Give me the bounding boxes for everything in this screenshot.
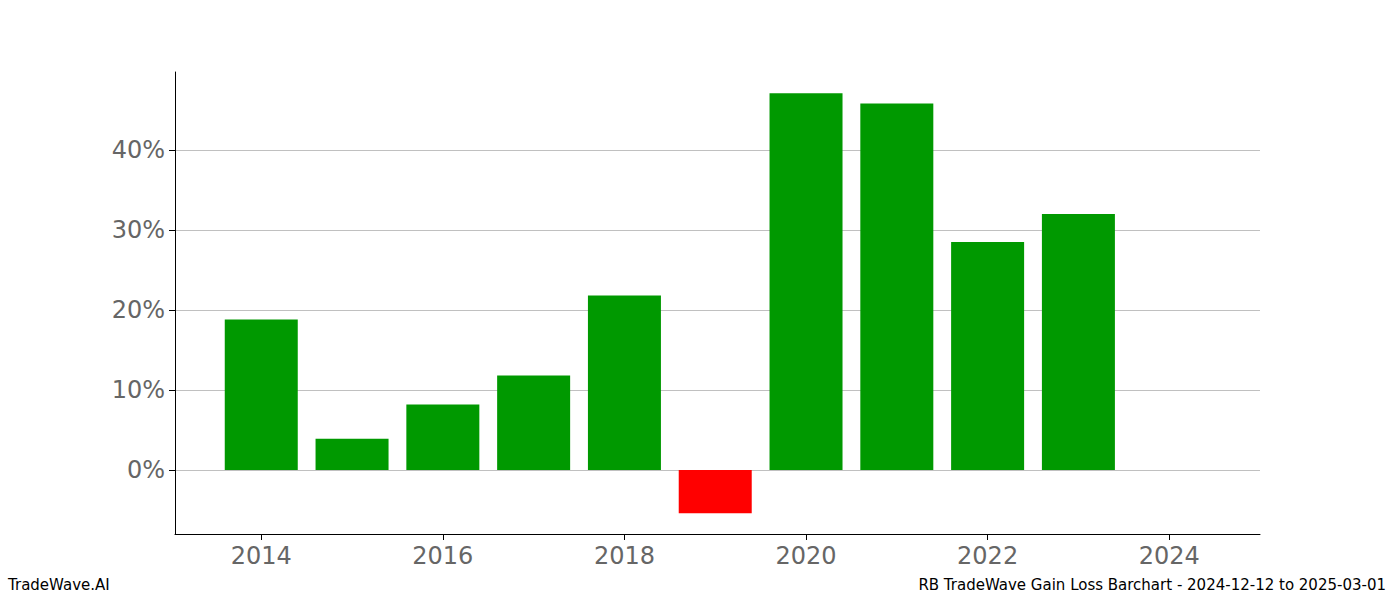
svg-text:2022: 2022 <box>957 542 1018 570</box>
svg-text:0%: 0% <box>127 456 165 484</box>
svg-text:2014: 2014 <box>231 542 292 570</box>
svg-text:2020: 2020 <box>775 542 836 570</box>
svg-text:10%: 10% <box>112 376 165 404</box>
svg-text:20%: 20% <box>112 296 165 324</box>
svg-text:TradeWave.AI: TradeWave.AI <box>7 576 110 594</box>
svg-text:2018: 2018 <box>594 542 655 570</box>
svg-text:2016: 2016 <box>412 542 473 570</box>
svg-text:30%: 30% <box>112 216 165 244</box>
svg-text:RB TradeWave Gain Loss Barchar: RB TradeWave Gain Loss Barchart - 2024-1… <box>918 576 1386 594</box>
svg-text:40%: 40% <box>112 136 165 164</box>
svg-text:2024: 2024 <box>1139 542 1200 570</box>
